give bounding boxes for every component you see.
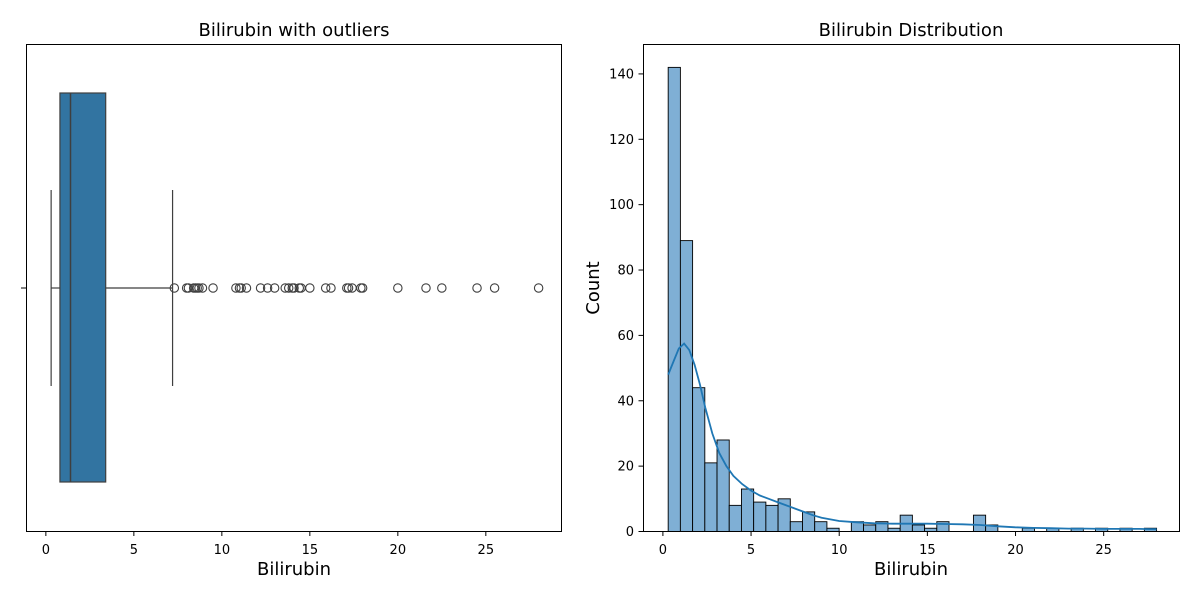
outlier-point [262,283,273,293]
outlier-point [208,283,218,293]
histogram-chart: Bilirubin Distribution 0 5 10 15 20 25 0 20 40 6… [583,20,1180,580]
x-tick-label: 25 [1095,543,1112,558]
outlier-point [343,283,354,293]
histogram-title: Bilirubin Distribution [819,20,1004,41]
outlier-point [393,283,403,293]
histogram-y-axis-label: Count [583,261,604,314]
outlier-point [255,283,266,293]
outlier-point [231,283,241,293]
y-tick-label: 140 [609,67,634,82]
boxplot-title: Bilirubin with outliers [199,20,390,41]
iqr-box [59,92,107,483]
y-tick-label: 80 [617,264,634,279]
outlier-point [489,283,500,293]
histogram-bar [789,521,803,532]
y-tick-label: 60 [617,329,634,344]
outlier-point [326,283,336,293]
histogram-bar [740,488,755,532]
y-tick-label: 120 [609,133,634,148]
histogram-bar [765,504,779,532]
histogram-x-ticks: 0 5 10 15 20 25 [659,531,1112,558]
x-tick-label: 15 [919,543,936,558]
outlier-point [472,283,482,293]
outlier-point [421,283,431,293]
boxplot-x-axis-label: Bilirubin [257,559,331,580]
x-tick-label: 5 [747,543,755,558]
x-tick-label: 10 [831,543,848,558]
outlier-point [283,283,294,293]
outlier-point [194,283,204,293]
histogram-kde [667,342,1157,531]
outlier-point [269,283,280,293]
histogram-bar [679,240,694,532]
histogram-bar [667,66,681,532]
x-tick-label: 10 [214,543,231,558]
x-tick-label: 15 [302,543,319,558]
histogram-frame [643,44,1180,532]
y-tick-label: 100 [609,198,634,213]
outlier-point [241,283,252,293]
outlier-point [169,283,180,293]
histogram-bar [972,514,987,532]
histogram-bar [814,521,828,532]
outlier-point [236,283,246,293]
histogram-bar [692,387,706,532]
boxplot-marks [50,92,544,483]
histogram-x-axis-label: Bilirubin [874,559,948,580]
y-tick-label: 20 [617,460,634,475]
x-tick-label: 0 [659,543,667,558]
x-tick-label: 20 [390,543,407,558]
outlier-point [357,283,368,293]
histogram-bar [704,462,718,532]
outlier-point [197,283,208,293]
outlier-point [289,283,299,293]
boxplot-x-ticks: 0 5 10 15 20 25 [42,531,495,558]
y-tick-label: 0 [626,525,634,540]
kde-line [667,342,1157,531]
x-tick-label: 0 [42,543,50,558]
histogram-bar [728,504,742,532]
outlier-point [320,283,331,293]
x-tick-label: 20 [1007,543,1024,558]
x-tick-label: 5 [130,543,138,558]
histogram-bar [911,524,926,532]
histogram-bars [667,66,1158,532]
histogram-y-ticks: 0 20 40 60 80 100 120 140 [609,67,644,540]
histogram-bar [863,524,877,532]
y-tick-label: 40 [617,394,634,409]
outlier-point [305,283,315,293]
boxplot-chart: Bilirubin with outliers 0 5 10 15 20 25 Bilir… [21,20,562,580]
histogram-bar [753,501,767,532]
outlier-point [533,283,544,293]
outlier-point [437,283,447,293]
x-tick-label: 25 [478,543,495,558]
